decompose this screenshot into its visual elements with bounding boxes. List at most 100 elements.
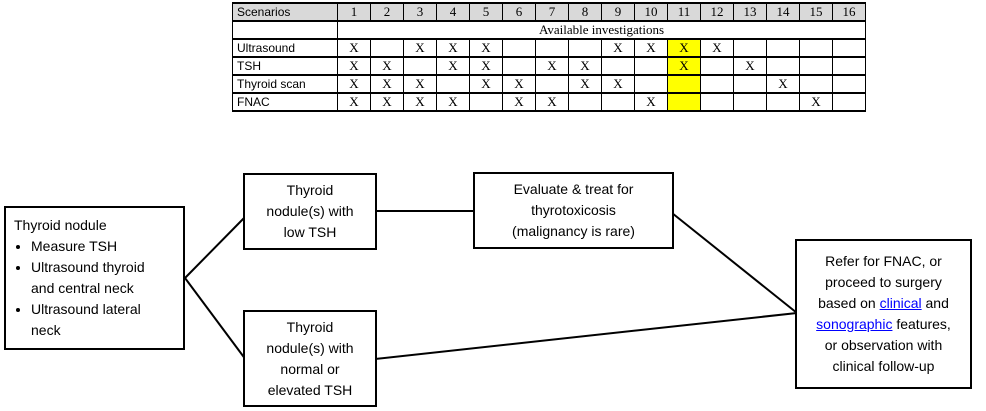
scenario-cell xyxy=(832,74,866,94)
refer-box-line: proceed to surgery xyxy=(825,272,942,293)
scenario-cell xyxy=(502,56,536,76)
connector-evaluate-to-refer xyxy=(671,212,798,314)
scenario-cell: X xyxy=(436,38,470,58)
scenario-cell xyxy=(568,38,602,58)
scenario-cell xyxy=(733,38,767,58)
scenario-column-header: 1 xyxy=(337,2,371,22)
scenario-cell: X xyxy=(469,56,503,76)
refer-text-segment: proceed to surgery xyxy=(825,274,942,290)
investigation-row: Thyroid scan X X X X X X X X xyxy=(232,74,866,94)
investigation-label-cell: FNAC xyxy=(232,92,338,112)
scenario-cell xyxy=(700,74,734,94)
refer-box-line: clinical follow-up xyxy=(833,356,935,377)
investigation-label-cell: Thyroid scan xyxy=(232,74,338,94)
scenario-column-header: 11 xyxy=(667,2,701,22)
scenarios-header-cell: Scenarios xyxy=(232,2,338,22)
scenario-cell: X xyxy=(601,74,635,94)
scenario-column-header: 3 xyxy=(403,2,437,22)
scenario-column-header: 12 xyxy=(700,2,734,22)
flowchart-box-low-tsh: Thyroid nodule(s) with low TSH xyxy=(243,173,377,250)
scenario-cell: X xyxy=(403,38,437,58)
scenario-column-header: 5 xyxy=(469,2,503,22)
scenario-cell: X xyxy=(403,92,437,112)
scenario-cell: X xyxy=(766,74,800,94)
scenario-cell xyxy=(502,38,536,58)
scenario-cell: X xyxy=(469,38,503,58)
refer-text-segment: or observation with xyxy=(824,337,943,353)
investigation-row: FNAC X X X X X X X X xyxy=(232,92,866,112)
scenario-cell: X xyxy=(634,38,668,58)
empty-label-cell xyxy=(232,20,338,40)
scenario-cell xyxy=(832,92,866,112)
investigation-label-cell: TSH xyxy=(232,56,338,76)
scenario-column-header: 16 xyxy=(832,2,866,22)
refer-text-segment: and xyxy=(921,295,949,311)
scenario-cell: X xyxy=(733,56,767,76)
scenario-cell: X xyxy=(502,92,536,112)
scenario-cell: X xyxy=(436,92,470,112)
scenario-column-header: 7 xyxy=(535,2,569,22)
scenario-cell xyxy=(799,38,833,58)
scenario-cell: X xyxy=(601,38,635,58)
scenario-cell xyxy=(832,38,866,58)
table-header-row: Scenarios 1 2 3 4 5 6 7 8 9 10 11 12 13 14 15 16 xyxy=(232,2,866,22)
scenario-cell xyxy=(403,56,437,76)
connector-start-to-normal-tsh xyxy=(184,277,247,361)
connector-normal-tsh-to-refer xyxy=(374,312,798,360)
table-subheader-row: Available investigations xyxy=(232,20,866,40)
scenario-column-header: 13 xyxy=(733,2,767,22)
scenario-cell xyxy=(799,74,833,94)
scenario-column-header: 4 xyxy=(436,2,470,22)
investigation-row: TSH X X X X X X X X xyxy=(232,56,866,76)
scenario-cell xyxy=(436,74,470,94)
scenario-cell xyxy=(568,92,602,112)
scenario-cell: X xyxy=(337,56,371,76)
scenario-cell: X xyxy=(337,38,371,58)
scenario-cell: X xyxy=(370,74,404,94)
scenario-cell: X xyxy=(535,92,569,112)
flowchart-box-thyroid-nodule: Thyroid nodule Measure TSHUltrasound thy… xyxy=(4,206,185,350)
low-tsh-text: Thyroid nodule(s) with low TSH xyxy=(266,182,354,240)
scenario-cell xyxy=(799,56,833,76)
start-box-bullet: Measure TSH xyxy=(31,236,179,257)
start-box-bullet: Ultrasound lateral neck xyxy=(31,299,179,341)
scenario-cell xyxy=(370,38,404,58)
start-box-title: Thyroid nodule xyxy=(14,217,107,233)
scenario-cell: X xyxy=(436,56,470,76)
scenario-cell: X xyxy=(535,56,569,76)
start-box-bullet-list: Measure TSHUltrasound thyroid and centra… xyxy=(14,236,179,341)
scenario-cell xyxy=(601,56,635,76)
scenario-cell xyxy=(535,74,569,94)
scenario-cell: X xyxy=(667,56,701,76)
clinical-link[interactable]: clinical xyxy=(879,295,922,311)
available-investigations-cell: Available investigations xyxy=(337,20,866,40)
scenario-cell: X xyxy=(667,38,701,58)
sonographic-link[interactable]: sonographic xyxy=(816,316,893,332)
scenario-cell xyxy=(667,92,701,112)
scenario-column-header: 6 xyxy=(502,2,536,22)
scenario-cell xyxy=(535,38,569,58)
scenario-cell xyxy=(634,56,668,76)
scenario-cell: X xyxy=(799,92,833,112)
scenario-column-header: 8 xyxy=(568,2,602,22)
scenario-cell xyxy=(733,74,767,94)
evaluate-text: Evaluate & treat for thyrotoxicosis (mal… xyxy=(512,181,635,239)
scenario-cell xyxy=(700,56,734,76)
scenario-cell xyxy=(601,92,635,112)
scenario-column-header: 15 xyxy=(799,2,833,22)
connector-start-to-low-tsh xyxy=(184,215,247,279)
scenario-cell: X xyxy=(370,92,404,112)
refer-text-segment: features, xyxy=(892,316,951,332)
refer-box-line: sonographic features, xyxy=(816,314,951,335)
scenario-cell xyxy=(700,92,734,112)
scenario-column-header: 10 xyxy=(634,2,668,22)
scenario-cell xyxy=(766,38,800,58)
scenario-cell: X xyxy=(634,92,668,112)
investigation-label-cell: Ultrasound xyxy=(232,38,338,58)
scenario-cell xyxy=(469,92,503,112)
scenario-column-header: 9 xyxy=(601,2,635,22)
refer-text-segment: Refer for FNAC, or xyxy=(825,253,942,269)
scenario-cell xyxy=(832,56,866,76)
scenario-cell: X xyxy=(403,74,437,94)
